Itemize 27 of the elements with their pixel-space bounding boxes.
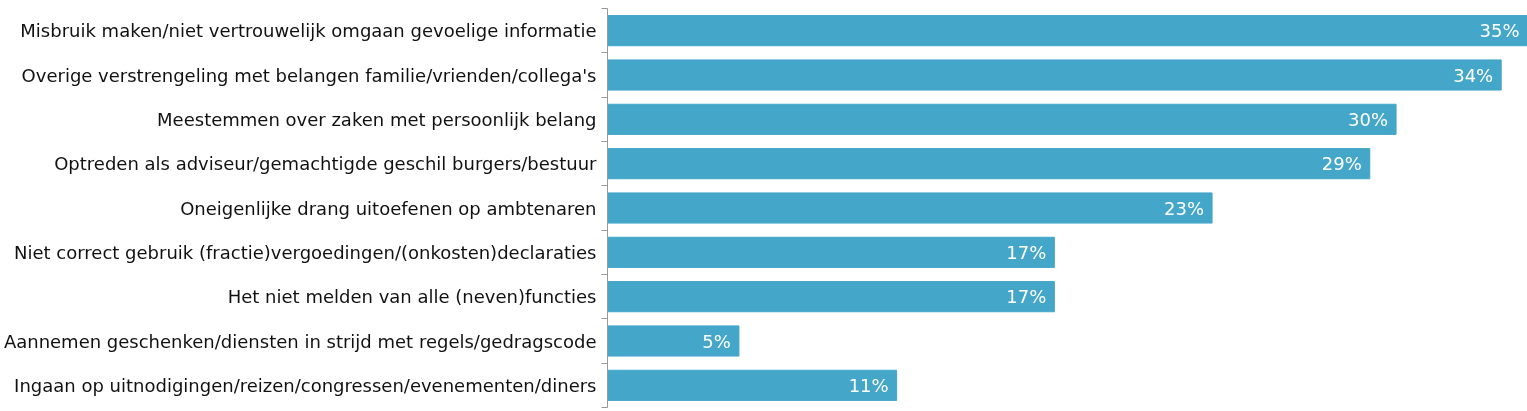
data-label: 5% <box>702 330 731 352</box>
bar <box>607 59 1502 91</box>
bar <box>607 15 1527 47</box>
y-tick-label: Meestemmen over zaken met persoonlijk belang <box>157 108 597 130</box>
y-tick-label: Niet correct gebruik (fractie)vergoedingen/(onkosten)declaraties <box>14 241 597 263</box>
data-label: 34% <box>1453 64 1494 86</box>
y-tick-label: Aannemen geschenken/diensten in strijd met regels/gedragscode <box>3 330 597 352</box>
y-tick-label: Overige verstrengeling met belangen familie/vrienden/collega's <box>21 64 597 86</box>
data-label: 17% <box>1006 286 1047 308</box>
data-label: 17% <box>1006 241 1047 263</box>
bar <box>607 192 1213 224</box>
data-label: 30% <box>1348 108 1389 130</box>
y-tick-label: Misbruik maken/niet vertrouwelijk omgaan gevoelige informatie <box>20 20 597 42</box>
bar <box>607 148 1371 180</box>
data-label: 29% <box>1321 153 1362 175</box>
data-label: 11% <box>848 374 889 396</box>
y-tick-label: Oneigenlijke drang uitoefenen op ambtenaren <box>180 197 597 219</box>
y-tick-label: Ingaan op uitnodigingen/reizen/congressen/evenementen/diners <box>14 374 597 396</box>
y-tick-label: Optreden als adviseur/gemachtigde geschil burgers/bestuur <box>54 153 598 175</box>
y-tick-label: Het niet melden van alle (neven)functies <box>227 286 597 308</box>
bar <box>607 281 1055 313</box>
bar <box>607 325 740 357</box>
bar <box>607 236 1055 268</box>
bar <box>607 103 1397 135</box>
data-label: 23% <box>1164 197 1205 219</box>
data-label: 35% <box>1479 20 1520 42</box>
bar <box>607 369 898 401</box>
